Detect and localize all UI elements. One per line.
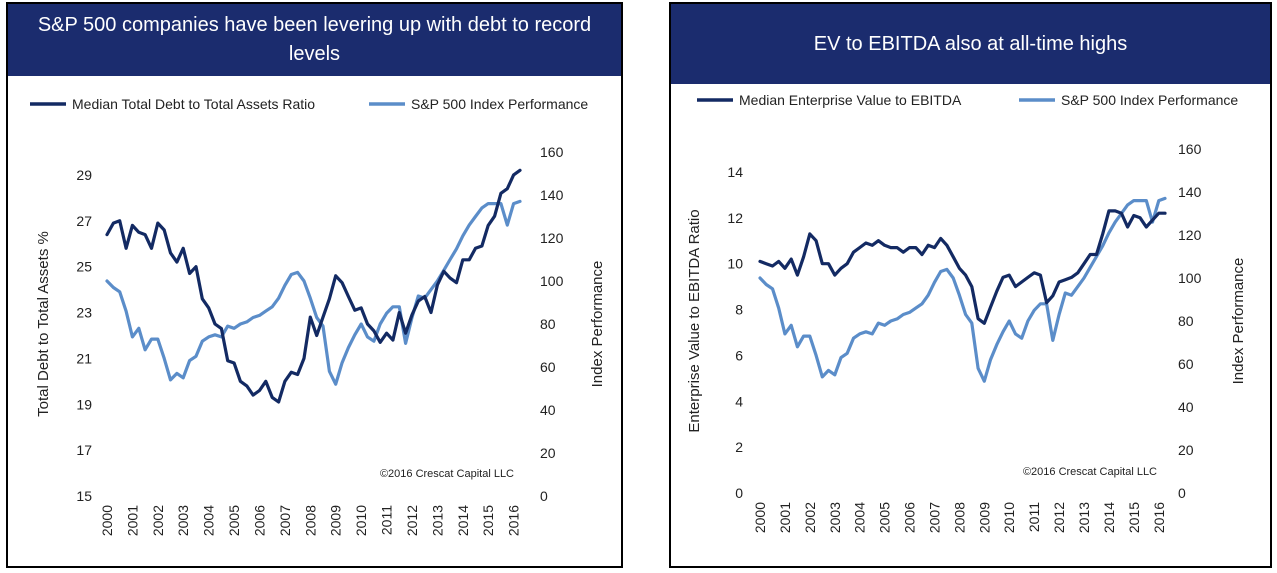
x-tick-label: 2002 — [802, 502, 818, 533]
y2-tick-label: 100 — [1178, 270, 1202, 286]
index-series-line — [105, 199, 522, 386]
chart-title-banner: EV to EBITDA also at all-time highs — [671, 4, 1270, 84]
y-tick-label: 19 — [76, 396, 92, 412]
x-tick-label: 2004 — [201, 505, 217, 536]
x-tick-label: 2002 — [150, 505, 166, 536]
y2-tick-label: 0 — [540, 488, 548, 504]
legend-label: S&P 500 Index Performance — [411, 96, 588, 112]
x-tick-label: 2011 — [1026, 502, 1042, 532]
y2-tick-label: 120 — [1178, 227, 1202, 243]
y2-tick-label: 20 — [540, 445, 556, 461]
primary-series-line — [758, 209, 1167, 325]
x-tick-label: 2006 — [902, 502, 918, 533]
x-tick-label: 2001 — [124, 505, 140, 536]
y-tick-label: 25 — [76, 259, 92, 275]
y2-axis-title: Index Performance — [589, 261, 606, 388]
y-axis-title: Enterprise Value to EBITDA Ratio — [686, 209, 703, 432]
y2-tick-label: 60 — [1178, 356, 1194, 372]
x-tick-label: 2000 — [752, 502, 768, 533]
copyright-credit: ©2016 Crescat Capital LLC — [380, 468, 514, 480]
x-tick-label: 2010 — [353, 505, 369, 536]
copyright-credit: ©2016 Crescat Capital LLC — [1023, 466, 1157, 478]
y-tick-label: 17 — [76, 442, 92, 458]
x-tick-label: 2012 — [1051, 502, 1067, 533]
x-tick-label: 2006 — [251, 505, 267, 536]
x-tick-label: 2000 — [99, 505, 115, 536]
y-tick-label: 4 — [735, 393, 743, 409]
y2-axis-title: Index Performance — [1230, 258, 1247, 385]
y2-tick-label: 60 — [540, 359, 556, 375]
y-tick-label: 23 — [76, 305, 92, 321]
x-tick-label: 2010 — [1001, 502, 1017, 533]
y-tick-label: 27 — [76, 213, 92, 229]
y2-tick-label: 160 — [1178, 141, 1202, 157]
x-tick-label: 2015 — [480, 505, 496, 536]
y2-tick-label: 40 — [540, 402, 556, 418]
x-tick-label: 2013 — [429, 505, 445, 536]
y2-tick-label: 140 — [540, 187, 564, 203]
chart-title-banner: S&P 500 companies have been levering up … — [8, 4, 621, 76]
debt-to-assets-chart: 15 17 19 21 23 25 27 29 0 20 40 60 80 100 120 140 160 200… — [30, 96, 606, 536]
x-tick-label: 2008 — [951, 502, 967, 533]
x-tick-label: 2009 — [328, 505, 344, 536]
x-tick-label: 2014 — [455, 505, 471, 536]
y-tick-label: 0 — [735, 485, 743, 501]
x-tick-label: 2005 — [226, 505, 242, 536]
x-tick-label: 2012 — [404, 505, 420, 536]
x-tick-label: 2005 — [877, 502, 893, 533]
chart-panel-ev-to-ebitda: EV to EBITDA also at all-time highs 0 2 4 6… — [669, 2, 1272, 568]
y2-tick-label: 140 — [1178, 184, 1202, 200]
y-tick-label: 14 — [727, 164, 743, 180]
y2-tick-label: 80 — [1178, 313, 1194, 329]
y-tick-label: 29 — [76, 167, 92, 183]
y2-tick-label: 80 — [540, 316, 556, 332]
x-tick-label: 2003 — [827, 502, 843, 533]
x-tick-label: 2016 — [506, 505, 522, 536]
legend-label: Median Enterprise Value to EBITDA — [739, 92, 962, 108]
legend-label: S&P 500 Index Performance — [1061, 92, 1238, 108]
y-tick-label: 21 — [76, 350, 92, 366]
y2-tick-label: 120 — [540, 230, 564, 246]
y-tick-label: 6 — [735, 347, 743, 363]
x-tick-label: 2003 — [175, 505, 191, 536]
x-tick-label: 2016 — [1151, 502, 1167, 533]
x-tick-label: 2015 — [1126, 502, 1142, 533]
x-tick-label: 2011 — [379, 505, 395, 535]
y-tick-label: 8 — [735, 302, 743, 318]
y2-tick-label: 160 — [540, 144, 564, 160]
legend-label: Median Total Debt to Total Assets Ratio — [72, 96, 315, 112]
x-tick-label: 2007 — [277, 505, 293, 536]
y2-tick-label: 100 — [540, 273, 564, 289]
x-tick-label: 2009 — [976, 502, 992, 533]
y-tick-label: 10 — [727, 256, 743, 272]
y2-tick-label: 40 — [1178, 399, 1194, 415]
x-tick-label: 2004 — [852, 502, 868, 533]
x-tick-label: 2013 — [1076, 502, 1092, 533]
y-tick-label: 15 — [76, 488, 92, 504]
y-tick-label: 2 — [735, 439, 743, 455]
y2-tick-label: 0 — [1178, 485, 1186, 501]
y-axis-title: Total Debt to Total Assets % — [35, 231, 52, 417]
x-tick-label: 2007 — [926, 502, 942, 533]
chart-panel-debt-to-assets: S&P 500 companies have been levering up … — [6, 2, 623, 568]
y2-tick-label: 20 — [1178, 442, 1194, 458]
x-tick-label: 2014 — [1101, 502, 1117, 533]
x-tick-label: 2001 — [777, 502, 793, 533]
x-tick-label: 2008 — [302, 505, 318, 536]
primary-series-line — [105, 168, 522, 404]
y-tick-label: 12 — [727, 210, 743, 226]
